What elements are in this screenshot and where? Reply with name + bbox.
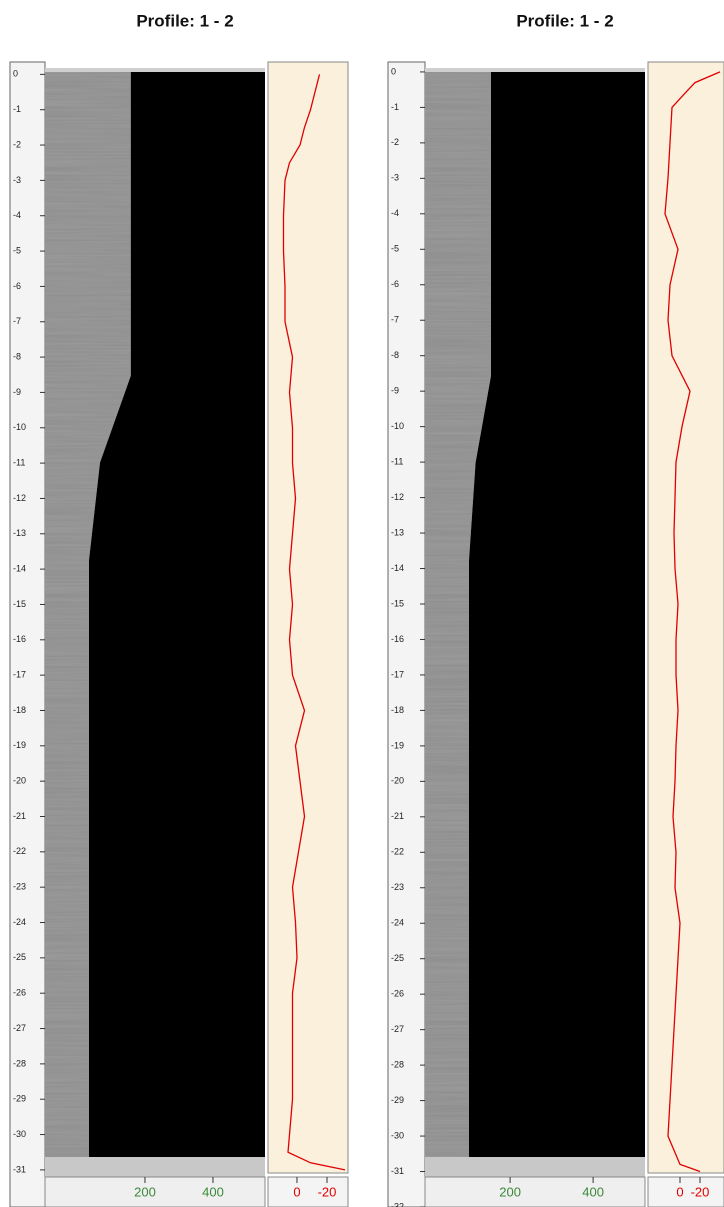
depth-tick-label: -13 (13, 528, 26, 538)
depth-tick-label: -17 (13, 670, 26, 680)
depth-tick-label: -15 (13, 599, 26, 609)
curve-panel (648, 62, 724, 1173)
depth-tick-label: -6 (391, 279, 399, 289)
depth-tick-label: -11 (13, 457, 25, 467)
depth-tick-label: -3 (13, 175, 21, 185)
depth-tick-label: -4 (391, 208, 399, 218)
wave-dark (188, 560, 265, 1157)
depth-tick-label: -29 (391, 1095, 404, 1105)
depth-tick-label: -26 (13, 988, 26, 998)
depth-tick-label: -12 (13, 493, 26, 503)
depth-tick-label: -31 (13, 1164, 26, 1174)
depth-tick-label: -8 (13, 351, 21, 361)
depth-tick-label: -22 (391, 847, 404, 857)
depth-tick-label: -28 (13, 1058, 26, 1068)
depth-tick-label: -24 (13, 917, 26, 927)
curve-panel (268, 62, 348, 1173)
depth-tick-label: -1 (13, 104, 21, 114)
depth-tick-label: -32 (391, 1201, 404, 1207)
depth-tick-label: -29 (13, 1094, 26, 1104)
x-tick-label: 400 (582, 1184, 604, 1199)
x-tick-label: 400 (202, 1184, 224, 1199)
depth-tick-label: -23 (13, 882, 26, 892)
depth-tick-label: -16 (391, 634, 404, 644)
depth-tick-label: -15 (391, 598, 404, 608)
depth-tick-label: -21 (13, 811, 26, 821)
curve-tick-label: -20 (691, 1184, 710, 1199)
depth-tick-label: -27 (391, 1024, 404, 1034)
depth-tick-label: -25 (13, 952, 26, 962)
curve-tick-label: -20 (318, 1184, 337, 1199)
depth-tick-label: -30 (13, 1129, 26, 1139)
depth-tick-label: -20 (13, 776, 26, 786)
depth-tick-label: -17 (391, 669, 404, 679)
depth-tick-label: 0 (391, 66, 396, 76)
depth-tick-label: -2 (391, 137, 399, 147)
depth-tick-label: -9 (391, 386, 399, 396)
depth-tick-label: -5 (391, 244, 399, 254)
depth-tick-label: 0 (13, 69, 18, 79)
depth-tick-label: -10 (391, 421, 404, 431)
depth-tick-label: -28 (391, 1059, 404, 1069)
depth-tick-label: -21 (391, 811, 404, 821)
curve-axis-area (648, 1177, 724, 1207)
depth-tick-label: -12 (391, 492, 404, 502)
depth-tick-label: -19 (13, 740, 26, 750)
depth-tick-label: -20 (391, 776, 404, 786)
depth-tick-label: -9 (13, 387, 21, 397)
depth-tick-label: -5 (13, 245, 21, 255)
depth-tick-label: -23 (391, 882, 404, 892)
depth-tick-label: -13 (391, 527, 404, 537)
curve-tick-label: 0 (676, 1184, 683, 1199)
x-axis-area (425, 1177, 645, 1207)
depth-tick-label: -25 (391, 953, 404, 963)
depth-tick-label: -6 (13, 281, 21, 291)
depth-tick-label: -1 (391, 102, 399, 112)
x-tick-label: 200 (499, 1184, 521, 1199)
depth-tick-label: -26 (391, 989, 404, 999)
depth-tick-label: -10 (13, 422, 26, 432)
depth-tick-label: -18 (13, 705, 26, 715)
depth-tick-label: -3 (391, 173, 399, 183)
wave-bottom-band (45, 1157, 265, 1177)
panel-title: Profile: 1 - 2 (136, 11, 233, 30)
depth-tick-label: -22 (13, 846, 26, 856)
depth-tick-label: -19 (391, 740, 404, 750)
depth-tick-label: -30 (391, 1130, 404, 1140)
curve-tick-label: 0 (293, 1184, 300, 1199)
depth-tick-label: -16 (13, 634, 26, 644)
depth-tick-label: -14 (391, 563, 404, 573)
panel-title: Profile: 1 - 2 (516, 11, 613, 30)
depth-tick-label: -14 (13, 563, 26, 573)
depth-tick-label: -2 (13, 139, 21, 149)
wave-top-band (425, 68, 645, 72)
depth-tick-label: -4 (13, 210, 21, 220)
profiles-view: Profile: 1 - 20-1-2-3-4-5-6-7-8-9-10-11-… (0, 0, 724, 1207)
depth-tick-label: -11 (391, 456, 403, 466)
depth-tick-label: -7 (391, 315, 399, 325)
wave-bottom-band (425, 1157, 645, 1177)
wave-dark (568, 560, 645, 1157)
depth-tick-label: -8 (391, 350, 399, 360)
depth-tick-label: -18 (391, 705, 404, 715)
depth-tick-label: -27 (13, 1023, 26, 1033)
wave-top-band (45, 68, 265, 72)
x-tick-label: 200 (134, 1184, 156, 1199)
depth-tick-label: -31 (391, 1166, 404, 1176)
depth-tick-label: -24 (391, 918, 404, 928)
depth-tick-label: -7 (13, 316, 21, 326)
